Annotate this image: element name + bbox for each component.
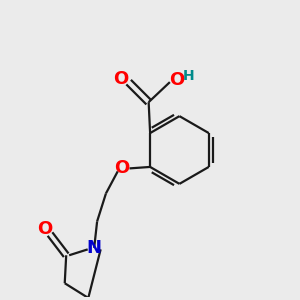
Text: O: O: [115, 159, 130, 177]
Text: O: O: [37, 220, 52, 238]
Text: O: O: [169, 71, 184, 89]
Text: H: H: [183, 69, 195, 83]
Text: N: N: [87, 239, 102, 257]
Text: O: O: [113, 70, 128, 88]
